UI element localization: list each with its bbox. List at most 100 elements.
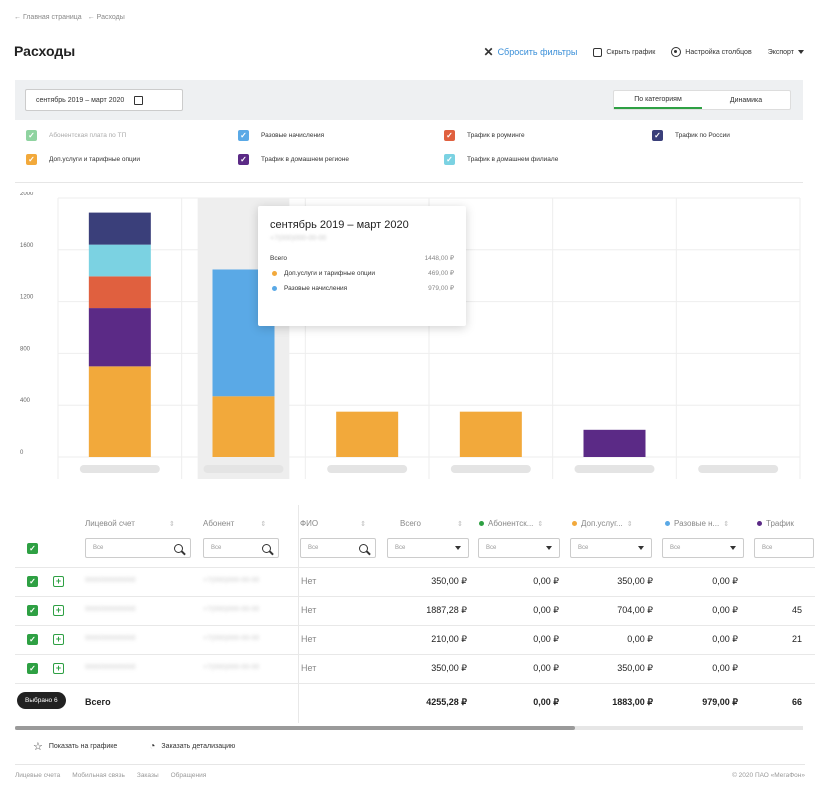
chevron-down-icon — [546, 546, 552, 550]
column-header-fio[interactable]: ФИО ⇕ — [300, 519, 366, 528]
legend-checkbox[interactable]: ✓ — [238, 154, 249, 165]
breadcrumb-expenses[interactable]: ← Расходы — [87, 14, 125, 21]
reset-filters-button[interactable]: ✕ Сбросить фильтры — [483, 45, 578, 59]
dop-cell: 350,00 ₽ — [617, 663, 653, 673]
legend-checkbox[interactable]: ✓ — [444, 130, 455, 141]
subscriber-cell: +7(000)000-00-00 — [203, 635, 260, 642]
expand-row-button[interactable]: + — [53, 605, 64, 616]
footer-link-mobile[interactable]: Мобильная связь — [72, 772, 125, 779]
legend-checkbox[interactable]: ✓ — [652, 130, 663, 141]
chevron-down-icon — [798, 50, 804, 54]
x-tick-label-blurred — [203, 465, 284, 473]
totals-traf-cell: 66 — [792, 697, 803, 707]
row-divider — [15, 567, 815, 568]
bottom-actions: ☆ Показать на графике ◔ Заказать детализ… — [33, 740, 235, 753]
column-header-account[interactable]: Лицевой счет ⇕ — [85, 519, 175, 528]
raz-filter-select[interactable]: Все — [662, 538, 744, 558]
tab-dynamics[interactable]: Динамика — [729, 96, 763, 104]
tooltip-title: сентябрь 2019 – март 2020 — [270, 219, 409, 231]
dop-cell: 350,00 ₽ — [617, 576, 653, 586]
row-divider — [15, 683, 815, 684]
x-tick-label-blurred — [327, 465, 408, 473]
legend-checkbox[interactable]: ✓ — [444, 154, 455, 165]
legend-item[interactable]: ✓ Трафик в домашнем регионе — [238, 154, 349, 165]
row-checkbox[interactable]: ✓ — [27, 576, 38, 587]
traf-filter-select[interactable]: Все — [754, 538, 814, 558]
row-checkbox[interactable]: ✓ — [27, 663, 38, 674]
sort-icon[interactable]: ⇕ — [537, 520, 544, 528]
column-header-traf[interactable]: Трафик — [757, 519, 794, 528]
order-details-button[interactable]: ◔ Заказать детализацию — [149, 741, 236, 752]
sort-icon[interactable]: ⇕ — [456, 520, 463, 528]
show-on-chart-button[interactable]: ☆ Показать на графике — [33, 741, 118, 753]
row-checkbox[interactable]: ✓ — [27, 634, 38, 645]
expand-row-button[interactable]: + — [53, 663, 64, 674]
selected-badge: Выбрано 6 — [17, 692, 66, 709]
legend-item[interactable]: ✓ Трафик в роуминге — [444, 130, 525, 141]
sort-icon[interactable]: ⇕ — [168, 520, 175, 528]
sort-icon[interactable]: ⇕ — [260, 520, 267, 528]
scrollbar-thumb[interactable] — [15, 726, 575, 730]
column-header-dop[interactable]: Доп.услуг... ⇕ — [572, 519, 633, 528]
y-tick-label: 0 — [20, 450, 24, 456]
hide-chart-button[interactable]: Скрыть график — [593, 47, 655, 57]
date-range-picker[interactable]: сентябрь 2019 – март 2020 — [25, 89, 183, 111]
raz-cell: 0,00 ₽ — [712, 576, 738, 586]
chevron-down-icon — [455, 546, 461, 550]
legend-checkbox[interactable]: ✓ — [26, 154, 37, 165]
subscriber-search-input[interactable]: Все — [203, 538, 279, 558]
view-switch: По категориям Динамика — [613, 90, 791, 110]
sort-icon[interactable]: ⇕ — [626, 520, 633, 528]
legend-item[interactable]: ✓ Разовые начисления — [238, 130, 324, 141]
dot-icon — [479, 521, 484, 526]
legend-item[interactable]: ✓ Трафик в домашнем филиале — [444, 154, 558, 165]
dop-cell: 0,00 ₽ — [627, 634, 653, 644]
breadcrumb-home[interactable]: ← Главная страница — [14, 14, 82, 21]
select-all-checkbox[interactable]: ✓ — [27, 543, 38, 554]
y-tick-label: 800 — [20, 346, 31, 352]
chevron-down-icon — [638, 546, 644, 550]
account-cell: 0000000000000 — [85, 577, 136, 584]
legend-item[interactable]: ✓ Трафик по России — [652, 130, 730, 141]
row-checkbox[interactable]: ✓ — [27, 605, 38, 616]
legend-checkbox[interactable]: ✓ — [238, 130, 249, 141]
column-settings-button[interactable]: Настройка столбцов — [671, 47, 752, 57]
search-icon — [359, 543, 368, 553]
dot-icon — [572, 521, 577, 526]
column-header-raz[interactable]: Разовые н... ⇕ — [665, 519, 729, 528]
x-tick-label-blurred — [79, 465, 160, 473]
legend-item[interactable]: ✓ Абонентская плата по ТП — [26, 130, 126, 141]
footer-link-accounts[interactable]: Лицевые счета — [15, 772, 61, 779]
legend-item[interactable]: ✓ Доп.услуги и тарифные опции — [26, 154, 140, 165]
details-icon: ◔ — [149, 741, 156, 752]
total-cell: 1887,28 ₽ — [426, 605, 467, 615]
sort-icon[interactable]: ⇕ — [360, 520, 366, 528]
expand-row-button[interactable]: + — [53, 576, 64, 587]
chart-tooltip: сентябрь 2019 – март 2020 +7(000)000-00-… — [258, 206, 466, 326]
footer-link-orders[interactable]: Заказы — [136, 772, 159, 779]
horizontal-scrollbar[interactable] — [15, 726, 803, 730]
page-title: Расходы — [14, 43, 76, 59]
filter-bar: сентябрь 2019 – март 2020 По категориям … — [15, 80, 803, 120]
x-tick-label-blurred — [574, 465, 655, 473]
expand-row-button[interactable]: + — [53, 634, 64, 645]
fio-search-input[interactable]: Все — [300, 538, 376, 558]
account-cell: 0000000000000 — [85, 664, 136, 671]
account-search-input[interactable]: Все — [85, 538, 191, 558]
column-header-abon[interactable]: Абонентск... ⇕ — [479, 519, 543, 528]
dop-filter-select[interactable]: Все — [570, 538, 652, 558]
column-header-subscriber[interactable]: Абонент ⇕ — [203, 519, 267, 528]
y-tick-label: 2000 — [20, 192, 34, 197]
footer-link-requests[interactable]: Обращения — [170, 772, 207, 779]
chevron-down-icon — [730, 546, 736, 550]
legend-checkbox[interactable]: ✓ — [26, 130, 37, 141]
row-divider — [15, 596, 815, 597]
export-dropdown[interactable]: Экспорт — [768, 49, 804, 56]
y-tick-label: 1200 — [20, 295, 34, 301]
abon-filter-select[interactable]: Все — [478, 538, 560, 558]
subscriber-cell: +7(000)000-00-00 — [203, 606, 260, 613]
total-filter-select[interactable]: Все — [387, 538, 469, 558]
sort-icon[interactable]: ⇕ — [723, 520, 730, 528]
column-header-total[interactable]: Всего ⇕ — [400, 519, 463, 528]
tab-by-category[interactable]: По категориям — [614, 91, 702, 109]
